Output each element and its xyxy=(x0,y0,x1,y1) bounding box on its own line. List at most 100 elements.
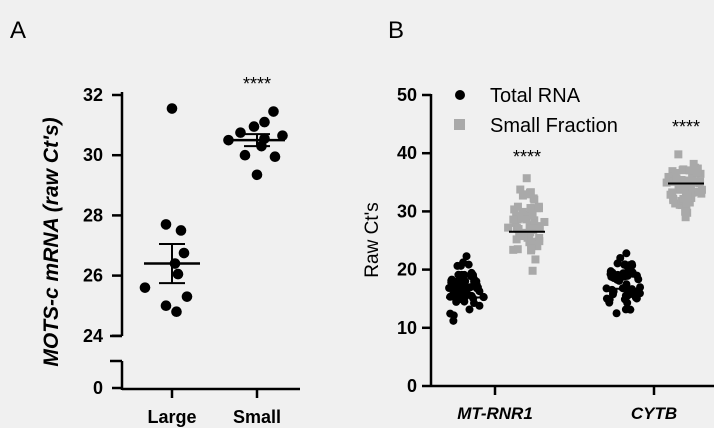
panel-b-data-point-small-fraction xyxy=(668,167,677,176)
panel-b-data-point-small-fraction xyxy=(509,215,518,224)
panel-a-y-tick-label: 32 xyxy=(83,85,103,105)
panel-b-data-point-small-fraction xyxy=(512,235,521,244)
panel-b-data-point-small-fraction xyxy=(697,185,706,194)
panel-b-data-point-total-rna xyxy=(622,280,631,289)
panel-b-data-point-total-rna xyxy=(633,289,642,298)
panel-b-data-point-small-fraction xyxy=(681,213,690,222)
panel-b-data-point-small-fraction xyxy=(681,207,690,216)
panel-b-data-point-total-rna xyxy=(612,309,621,318)
panel-a-data-point xyxy=(239,149,251,161)
panel-a-y-tick-label: 24 xyxy=(83,326,103,346)
panel-a-data-point xyxy=(269,151,281,163)
panel-b-data-point-total-rna xyxy=(472,280,481,289)
panel-a-data-point xyxy=(268,106,279,117)
panel-b-data-point-total-rna xyxy=(628,261,637,270)
panel-b-data-point-small-fraction xyxy=(528,211,537,220)
panel-b-chart: B 0 10 20 30 40 50 MT-RNR1 CYTB Raw Ct's Total RNA… xyxy=(362,17,714,423)
panel-b-data-point-total-rna xyxy=(634,275,643,284)
panel-b-significance-cytb: **** xyxy=(672,117,700,137)
panel-b-data-point-small-fraction xyxy=(527,221,536,230)
panel-b-data-point-total-rna xyxy=(605,295,614,304)
panel-b-data-point-small-fraction xyxy=(682,201,691,210)
panel-a-letter: A xyxy=(10,17,26,44)
panel-b-data-point-small-fraction xyxy=(534,204,543,213)
panel-a-data-point xyxy=(235,127,246,138)
panel-a-data-point xyxy=(160,300,172,312)
panel-b-data-point-small-fraction xyxy=(530,216,539,225)
panel-a-data-point xyxy=(178,247,190,259)
panel-b-legend-marker-total-rna xyxy=(455,90,465,100)
panel-b-data-point-total-rna xyxy=(464,260,473,269)
panel-b-data-point-small-fraction xyxy=(540,217,549,226)
panel-a-data-point xyxy=(248,121,260,132)
panel-b-data-point-small-fraction xyxy=(516,214,525,223)
panel-b-data-point-small-fraction xyxy=(526,188,535,197)
panel-b-data-point-small-fraction xyxy=(689,159,698,168)
panel-b-y-tick-label: 30 xyxy=(397,201,417,221)
panel-b-data-point-total-rna xyxy=(620,260,629,269)
panel-b-data-point-total-rna xyxy=(616,253,625,262)
panel-b-data-point-small-fraction xyxy=(516,229,525,238)
panel-b-legend-small-fraction: Small Fraction xyxy=(490,115,618,137)
panel-b-data-point-total-rna xyxy=(479,293,488,302)
panel-b-y-tick-label: 10 xyxy=(397,318,417,338)
panel-b-data-point-total-rna xyxy=(475,301,484,310)
panel-b-data-point-total-rna xyxy=(465,305,474,314)
panel-b-y-axis-title: Raw Ct's xyxy=(362,202,383,277)
panel-b-data-point-total-rna xyxy=(469,271,478,280)
panel-b-data-point-small-fraction xyxy=(679,176,688,185)
panel-a-data-point xyxy=(172,268,184,280)
panel-b-data-point-small-fraction xyxy=(529,225,538,234)
panel-a-y-axis-title: MOTS-c mRNA (raw Ct's) xyxy=(40,117,63,366)
panel-b-data-point-small-fraction xyxy=(528,266,537,275)
panel-b-data-point-small-fraction xyxy=(513,202,522,211)
panel-a-data-point xyxy=(277,130,288,141)
panel-b-data-point-small-fraction xyxy=(685,166,694,175)
panel-b-data-point-small-fraction xyxy=(693,168,702,177)
panel-b-data-point-small-fraction xyxy=(523,233,532,242)
panel-b-data-point-small-fraction xyxy=(514,224,523,233)
panel-b-legend-marker-small-fraction xyxy=(454,119,465,130)
panel-b-data-point-total-rna xyxy=(457,277,466,286)
panel-b-letter: B xyxy=(388,17,404,44)
panel-b-significance-mt-rnr1: **** xyxy=(513,147,541,167)
panel-b-data-point-small-fraction xyxy=(686,181,695,190)
panel-a-data-point xyxy=(175,225,187,236)
panel-a-data-point xyxy=(160,219,172,230)
panel-b-data-point-small-fraction xyxy=(674,150,683,159)
panel-a-y-tick-label: 26 xyxy=(83,266,103,286)
panel-b-data-point-total-rna xyxy=(606,267,615,276)
panel-a-x-tick-label: Large xyxy=(147,407,196,427)
panel-b-x-tick-label: MT-RNR1 xyxy=(457,404,533,423)
panel-b-y-tick-label: 40 xyxy=(397,143,417,163)
panel-b-data-point-total-rna xyxy=(622,249,631,258)
panel-b-data-point-small-fraction xyxy=(668,188,677,197)
panel-a-y-tick-label: 28 xyxy=(83,205,103,225)
panel-b-data-point-total-rna xyxy=(626,305,635,314)
panel-a-significance-label: **** xyxy=(243,74,271,94)
panel-b-x-tick-label: CYTB xyxy=(631,404,677,423)
panel-b-data-point-small-fraction xyxy=(535,233,544,242)
panel-b-data-point-small-fraction xyxy=(513,245,522,254)
panel-b-data-point-small-fraction xyxy=(526,204,535,213)
panel-b-y-tick-label: 0 xyxy=(407,376,417,396)
panel-b-data-point-total-rna xyxy=(462,252,471,261)
panel-a-x-tick-label: Small xyxy=(233,407,281,427)
panel-b-data-point-small-fraction xyxy=(676,184,685,193)
panel-b-data-point-total-rna xyxy=(447,276,456,285)
panel-b-data-point-total-rna xyxy=(613,275,622,284)
panel-b-data-point-small-fraction xyxy=(535,223,544,232)
panel-b-y-tick-label: 50 xyxy=(397,85,417,105)
panel-b-data-point-small-fraction xyxy=(669,194,678,203)
panel-a-y-tick-label: 0 xyxy=(93,378,103,398)
panel-a-data-point xyxy=(171,306,182,318)
panel-b-data-point-small-fraction xyxy=(518,207,527,216)
panel-b-data-point-small-fraction xyxy=(509,245,518,254)
panel-a-data-point xyxy=(259,116,270,128)
panel-a-y-tick-label: 30 xyxy=(83,145,103,165)
panel-b-data-point-small-fraction xyxy=(678,166,687,175)
panel-b-data-point-total-rna xyxy=(457,270,466,279)
panel-b-data-point-small-fraction xyxy=(504,223,513,232)
panel-b-data-point-small-fraction xyxy=(531,255,540,264)
